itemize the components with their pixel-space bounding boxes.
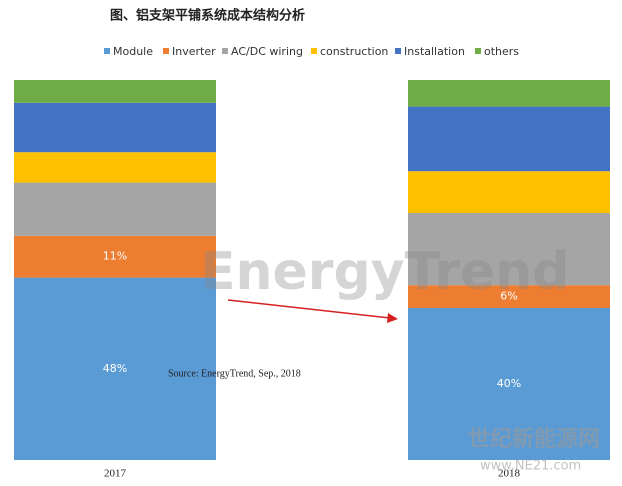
bar-segment [408,106,610,172]
watermark: EnergyTrend [200,242,569,302]
legend-swatch [475,48,481,54]
data-label: 11% [103,250,127,263]
x-tick-label: 2017 [104,468,127,480]
data-label: 48% [103,362,127,375]
bar-segment [14,182,216,236]
legend-label: construction [320,45,388,58]
data-label: 40% [497,377,521,390]
legend-label: others [484,45,519,58]
legend-label: AC/DC wiring [231,45,303,58]
bar-segment [14,102,216,153]
data-label: 6% [500,290,517,303]
bar-segment [408,213,610,286]
legend-swatch [163,48,169,54]
arrow-head [387,313,398,323]
trend-arrow [227,299,391,319]
watermark: 世纪新能源网 [468,426,600,452]
legend-swatch [311,48,317,54]
bar-segment [408,80,610,107]
bars: 48% 11% 40% 6% [14,80,610,460]
legend-label: Installation [404,45,465,58]
bar-segment [14,277,216,460]
bar-segment [408,285,610,308]
watermark: www.NE21.com [480,459,581,474]
legend-swatch [222,48,228,54]
bar-segment [14,80,216,103]
chart-title: 图、铝支架平铺系统成本结构分析 [110,8,305,24]
bar-segment [14,235,216,278]
bar-segment [408,171,610,213]
x-tick-label: 2018 [498,468,521,480]
legend-label: Inverter [172,45,216,58]
legend-swatch [395,48,401,54]
bar-segment [14,152,216,183]
bar-segment [408,308,610,460]
legend-swatch [104,48,110,54]
source-note: Source: EnergyTrend, Sep., 2018 [168,368,301,379]
legend-label: Module [113,45,153,58]
